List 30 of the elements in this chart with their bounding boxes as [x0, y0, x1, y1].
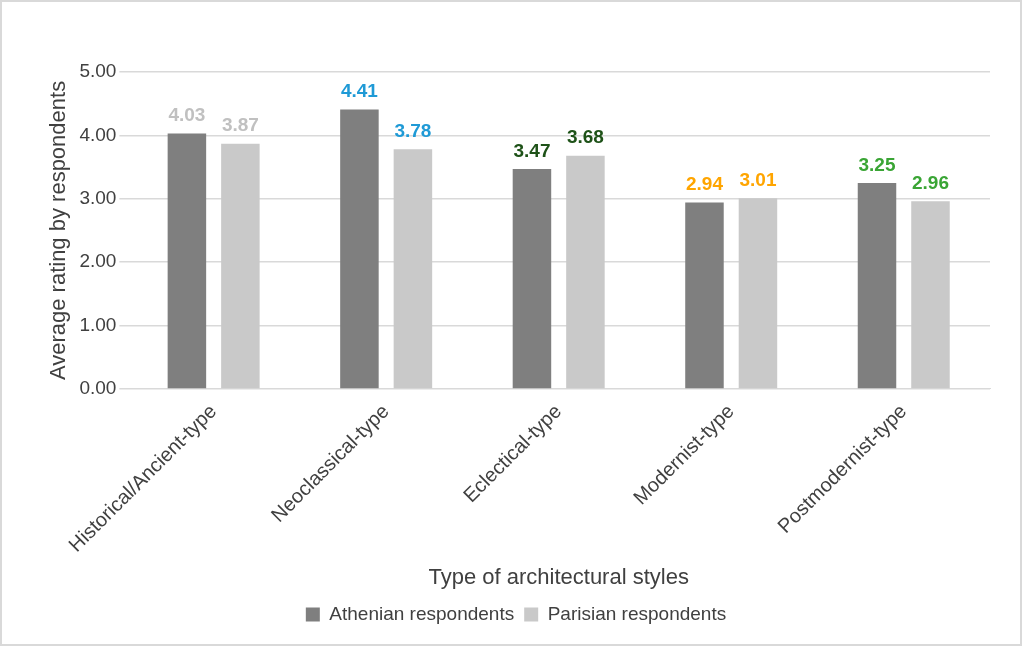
y-tick-label: 4.00	[79, 123, 117, 145]
data-label: 3.87	[221, 114, 259, 136]
bar	[566, 155, 605, 389]
bar	[221, 143, 260, 389]
legend-label: Parisian respondents	[547, 602, 727, 624]
data-label: 2.94	[685, 173, 724, 195]
bar	[911, 201, 950, 389]
bar	[685, 202, 724, 389]
data-label: 3.01	[739, 168, 777, 190]
y-tick-label: 1.00	[79, 313, 117, 335]
bar	[512, 168, 552, 389]
y-tick-label: 2.00	[79, 250, 117, 272]
y-tick-label: 3.00	[79, 187, 117, 209]
y-tick-label: 0.00	[79, 377, 117, 399]
data-label: 3.68	[566, 126, 604, 148]
bar	[167, 133, 207, 389]
bar	[857, 182, 897, 389]
legend-label: Athenian respondents	[329, 602, 515, 624]
bar	[738, 198, 778, 389]
data-label: 3.78	[394, 120, 432, 142]
data-label: 3.25	[858, 153, 896, 175]
data-label: 2.96	[911, 172, 949, 194]
data-label: 4.41	[340, 80, 379, 102]
x-axis-title: Type of architectural styles	[428, 563, 689, 589]
y-tick-label: 5.00	[79, 60, 117, 82]
bar	[340, 109, 379, 389]
bar	[393, 149, 433, 389]
data-label: 4.03	[168, 104, 206, 126]
data-label: 3.47	[513, 139, 551, 161]
y-axis-title: Average rating by respondents	[45, 80, 71, 381]
